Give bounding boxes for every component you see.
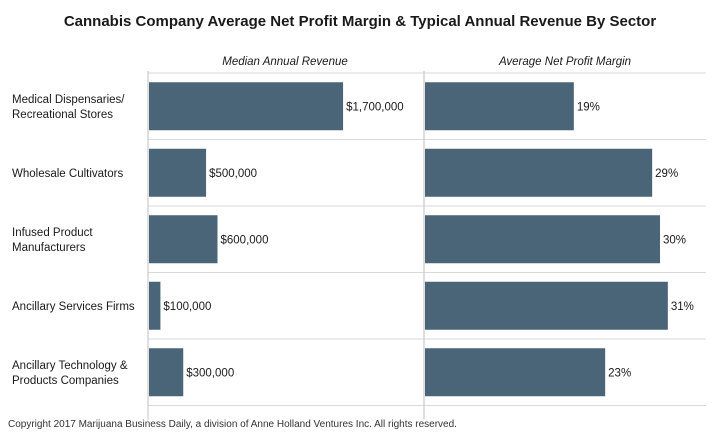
bar — [425, 281, 668, 330]
category-label-line: Infused Product — [12, 227, 93, 239]
category-label-line: Medical Dispensaries/ — [12, 94, 125, 106]
category-label-line: Manufacturers — [12, 242, 86, 254]
category-label: Wholesale Cultivators — [12, 168, 123, 180]
category-label: Medical Dispensaries/Recreational Stores — [12, 94, 125, 121]
bar — [425, 348, 606, 397]
bar — [425, 82, 574, 131]
bar — [149, 348, 184, 397]
data-label: 19% — [577, 101, 600, 113]
bar — [149, 82, 344, 131]
data-label: 29% — [655, 168, 678, 180]
category-label-line: Products Companies — [12, 375, 119, 387]
data-label: $600,000 — [221, 234, 269, 246]
chart-panels: Median Annual Revenue $1,700,000 $500,000 $… — [147, 56, 706, 420]
category-labels: Medical Dispensaries/Recreational Stores… — [12, 94, 135, 387]
bar — [425, 215, 660, 264]
copyright-footer: Copyright 2017 Marijuana Business Daily,… — [8, 419, 457, 430]
chart-title: Cannabis Company Average Net Profit Marg… — [64, 13, 657, 30]
data-label: $300,000 — [186, 367, 234, 379]
data-label: 31% — [671, 301, 694, 313]
category-label: Ancillary Services Firms — [12, 301, 135, 313]
category-label-line: Recreational Stores — [12, 109, 113, 121]
panel-profit-margin: Average Net Profit Margin 19% 29% 30% 31% 23% — [423, 56, 694, 420]
data-label: $100,000 — [163, 301, 211, 313]
bar — [149, 148, 207, 197]
panel-title: Median Annual Revenue — [222, 56, 348, 68]
panel-revenue: Median Annual Revenue $1,700,000 $500,000 $… — [147, 56, 404, 420]
data-label: 23% — [608, 367, 631, 379]
bar — [425, 148, 653, 197]
category-label-line: Wholesale Cultivators — [12, 168, 123, 180]
panel-title: Average Net Profit Margin — [498, 56, 631, 68]
category-label: Ancillary Technology & Products Companies — [12, 360, 128, 387]
category-label-line: Ancillary Technology & — [12, 360, 128, 372]
category-label-line: Ancillary Services Firms — [12, 301, 135, 313]
data-label: $1,700,000 — [346, 101, 404, 113]
data-label: $500,000 — [209, 168, 257, 180]
category-label: Infused Product Manufacturers — [12, 227, 93, 254]
bar — [149, 281, 161, 330]
bar — [149, 215, 218, 264]
data-label: 30% — [663, 234, 686, 246]
